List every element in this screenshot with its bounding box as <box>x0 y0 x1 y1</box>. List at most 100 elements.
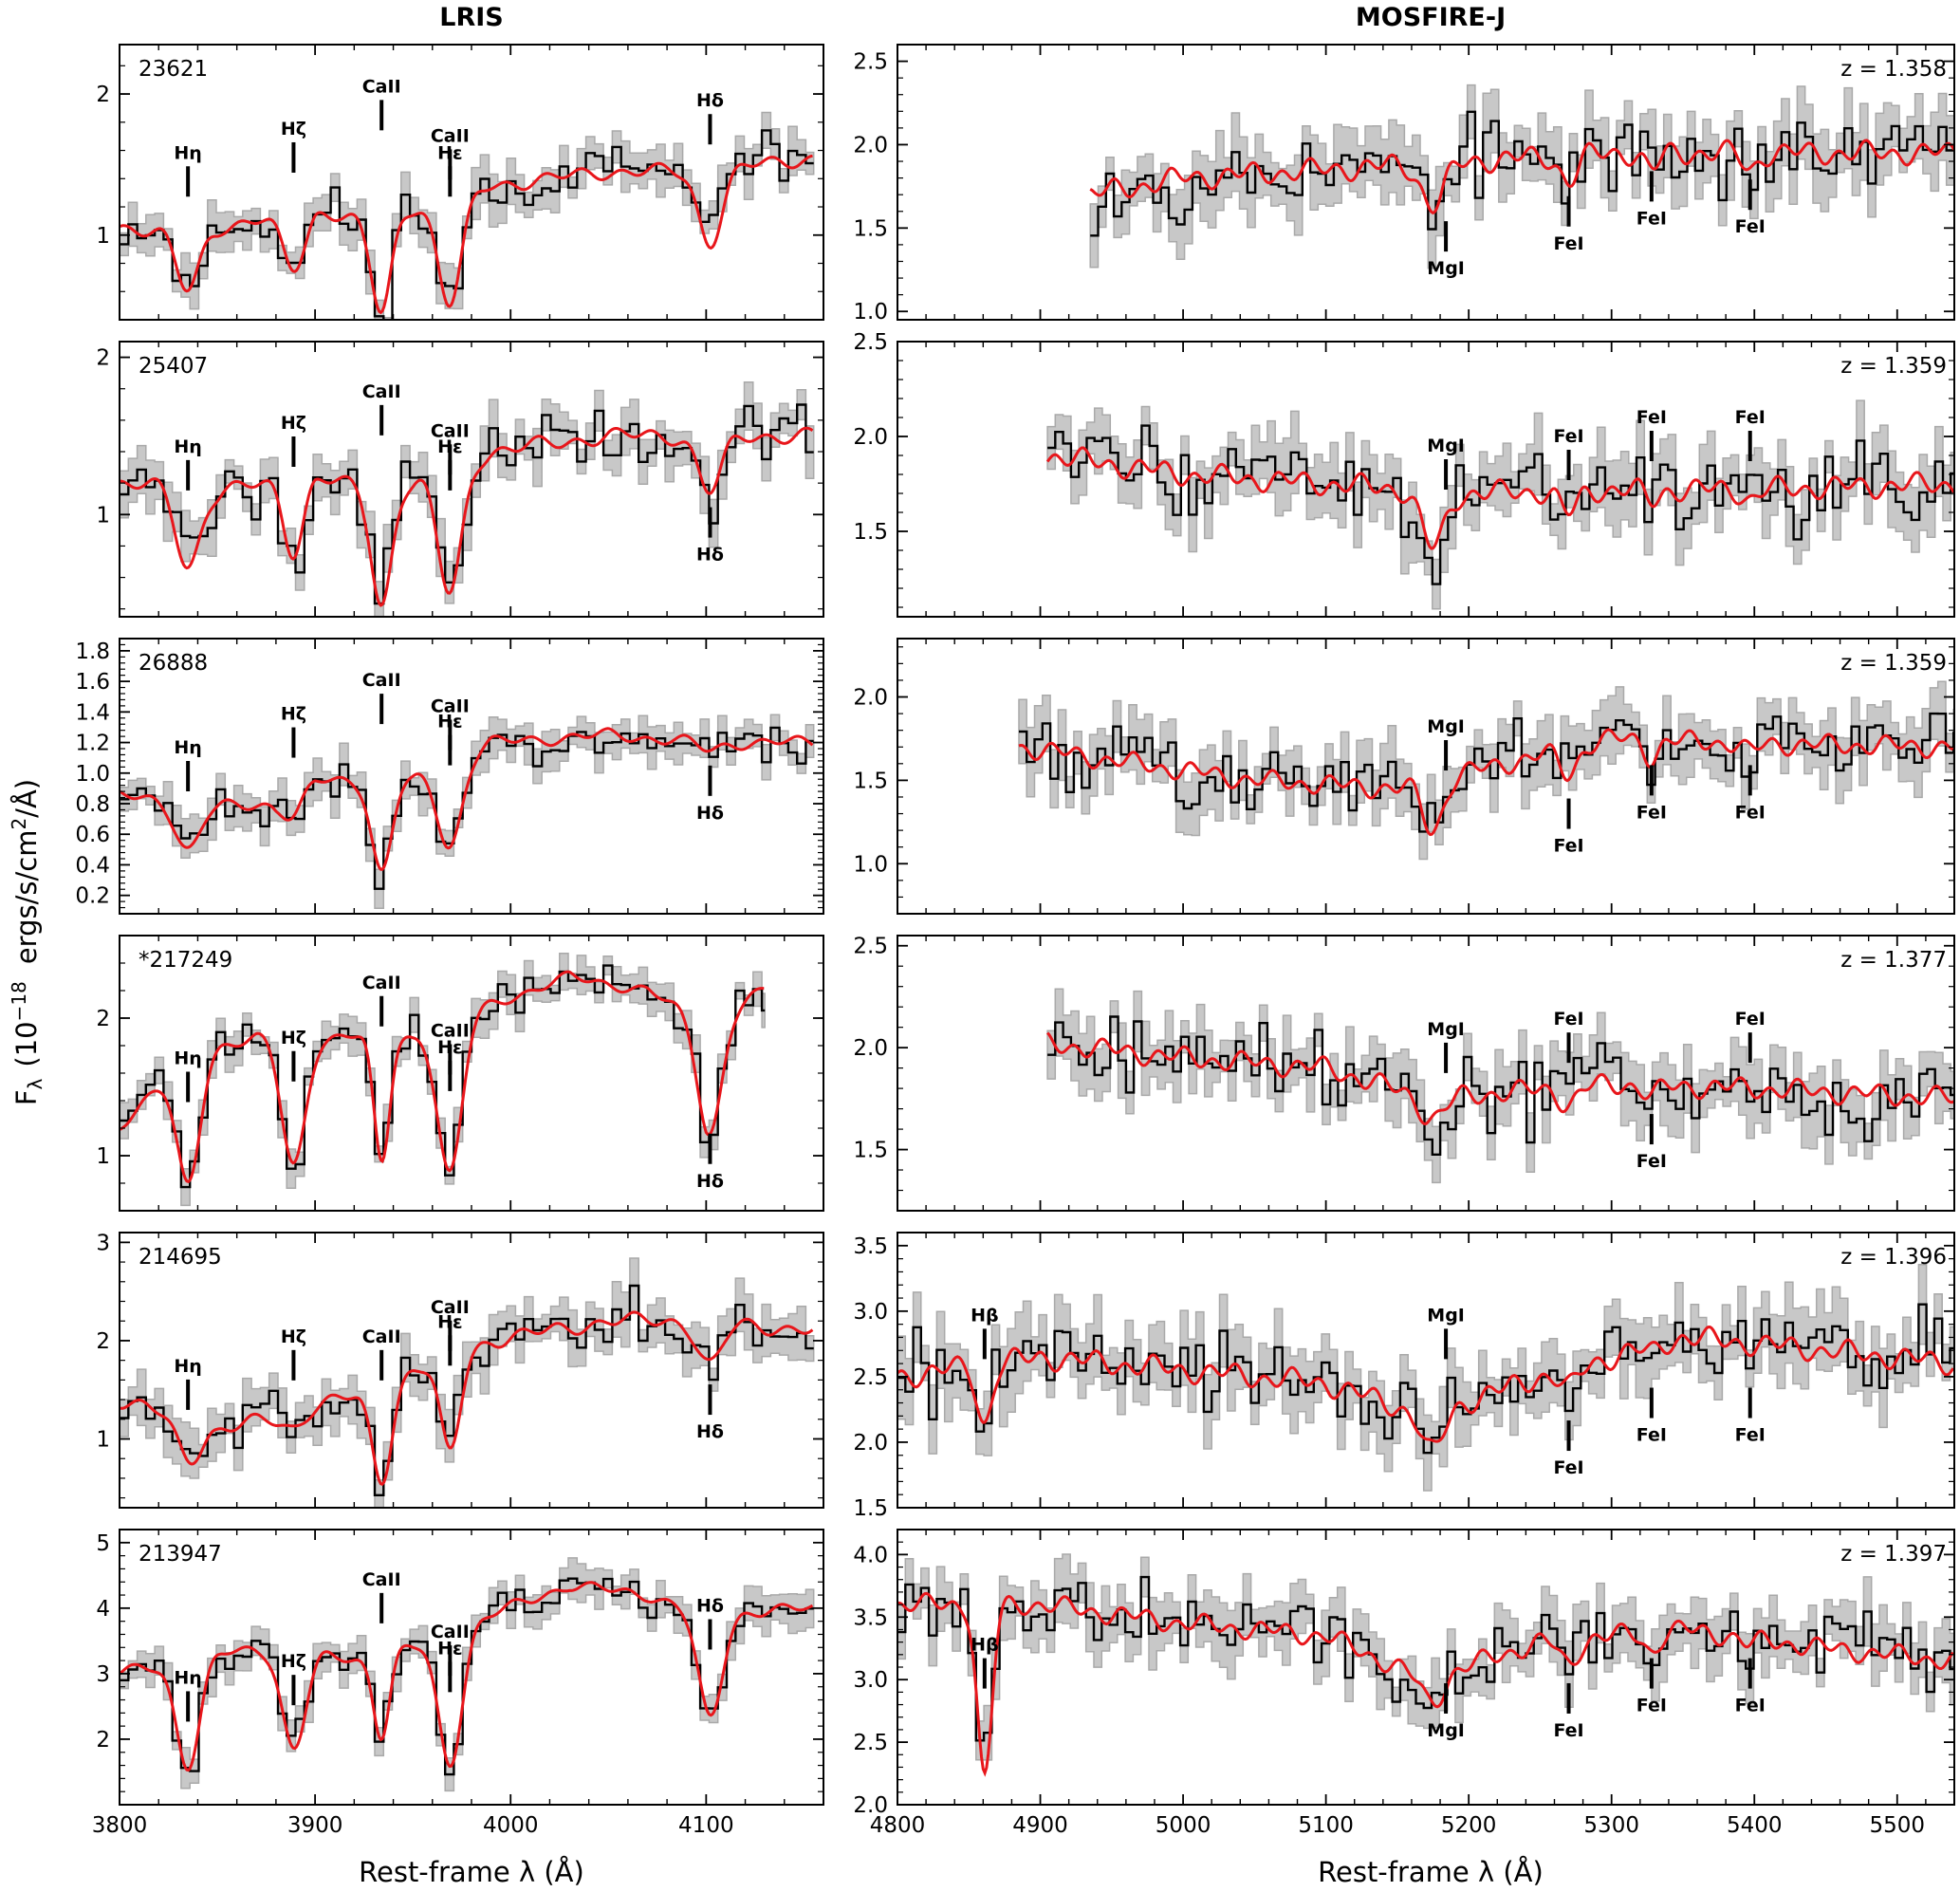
line-label: MgI <box>1427 1720 1465 1741</box>
plot-area <box>120 1257 815 1508</box>
y-tick-label: 3 <box>96 1231 110 1255</box>
plot-area <box>120 111 815 320</box>
line-label: FeI <box>1553 233 1583 254</box>
y-label-units-open: (10 <box>10 1021 43 1067</box>
line-label: FeI <box>1636 407 1667 428</box>
model-spectrum <box>1018 728 1954 837</box>
model-spectrum <box>120 154 813 315</box>
observed-spectrum <box>897 1575 1954 1742</box>
y-label-squared: 2 <box>8 818 30 830</box>
line-label: CaII <box>431 1021 470 1042</box>
line-label: CaII <box>362 973 401 993</box>
x-tick-label: 5400 <box>1727 1813 1783 1838</box>
line-label: Hζ <box>281 704 306 725</box>
redshift-label: z = 1.397 <box>1840 1542 1947 1567</box>
line-label: MgI <box>1427 1305 1465 1326</box>
y-tick-label: 2.0 <box>853 1431 888 1456</box>
plot-area <box>120 1557 815 1792</box>
model-spectrum <box>120 727 814 871</box>
line-label: Hη <box>174 1048 201 1069</box>
mosfire-column-title: MOSFIRE-J <box>1356 3 1506 32</box>
y-label-units-close: /Å) <box>10 779 43 818</box>
line-label: Hζ <box>281 1326 306 1347</box>
y-tick-label: 3.5 <box>853 1605 888 1630</box>
column-titles: LRIS MOSFIRE-J <box>439 3 1506 32</box>
y-tick-label: 1 <box>96 503 110 528</box>
y-tick-label: 3.5 <box>853 1234 888 1259</box>
error-band <box>120 111 815 320</box>
redshift-label: z = 1.359 <box>1840 651 1947 676</box>
line-label: MgI <box>1427 258 1465 279</box>
line-label: Hε <box>437 436 462 457</box>
plot-area <box>120 714 815 910</box>
y-tick-label: 0.6 <box>75 823 110 847</box>
y-label-exponent: −18 <box>8 981 30 1021</box>
line-label: Hε <box>437 142 462 163</box>
galaxy-id-label: 213947 <box>139 1542 222 1567</box>
error-band <box>1089 83 1954 269</box>
y-tick-label: 4 <box>96 1597 110 1622</box>
y-tick-label: 3.0 <box>853 1668 888 1693</box>
y-tick-label: 2.5 <box>853 50 888 75</box>
observed-spectrum <box>1047 1015 1954 1156</box>
panel-6-right: 4800 4900 5000 5100 5200 5300 5400 5500 2.0 2.5 3.… <box>853 1529 1955 1838</box>
axes-frame <box>897 44 1955 321</box>
panel-6-left: 3800 3900 4000 41002345HηHζCaIICaIIHεHδ2139… <box>92 1529 824 1838</box>
plot-area <box>1018 680 1954 861</box>
line-label: Hβ <box>971 1305 999 1326</box>
model-spectrum <box>120 1310 814 1487</box>
x-tick-label: 4800 <box>870 1813 926 1838</box>
y-tick-label: 2 <box>96 346 110 371</box>
plot-area <box>1089 83 1954 269</box>
line-label: Hδ <box>696 90 724 111</box>
x-tick-label: 3900 <box>287 1813 343 1838</box>
y-tick-label: 1.5 <box>853 216 888 241</box>
y-tick-label: 2.0 <box>853 425 888 450</box>
observed-spectrum <box>1019 712 1954 833</box>
line-label: Hη <box>174 1667 201 1688</box>
line-label: MgI <box>1427 716 1465 737</box>
error-band <box>1018 680 1954 861</box>
y-tick-label: 1.0 <box>853 300 888 325</box>
axes-frame <box>897 341 1955 618</box>
y-tick-label: 1 <box>96 1428 110 1453</box>
y-tick-label: 1.5 <box>853 1139 888 1163</box>
y-tick-label: 1.4 <box>75 700 110 725</box>
line-label: CaII <box>431 420 470 441</box>
y-tick-label: 2 <box>96 83 110 107</box>
error-band <box>897 1263 1954 1492</box>
line-label: CaII <box>431 125 470 146</box>
line-label: CaII <box>431 1297 470 1318</box>
x-tick-label: 4000 <box>483 1813 539 1838</box>
line-label: Hζ <box>281 1028 306 1048</box>
y-label-units: ergs/s/cm <box>10 830 43 965</box>
plot-area <box>1045 399 1954 610</box>
y-tick-label: 1.0 <box>853 852 888 877</box>
observed-spectrum <box>897 1303 1954 1455</box>
plot-area <box>120 380 815 617</box>
line-label: FeI <box>1553 836 1583 857</box>
galaxy-id-label: 25407 <box>139 354 208 379</box>
model-spectrum <box>120 1581 814 1772</box>
model-spectrum <box>897 1591 1954 1777</box>
panel-2-right: 1.5 2.0 2.5 MgI FeI FeI FeI z = 1.359 <box>853 330 1955 618</box>
axes-frame <box>897 1232 1955 1509</box>
line-label: Hδ <box>696 1421 724 1442</box>
y-tick-label: 3 <box>96 1662 110 1687</box>
line-label: FeI <box>1735 1009 1766 1029</box>
line-label: MgI <box>1427 436 1465 456</box>
y-tick-label: 1.6 <box>75 670 110 695</box>
line-label: Hζ <box>281 1651 306 1672</box>
y-tick-label: 1 <box>96 1144 110 1169</box>
galaxy-id-label: 23621 <box>139 57 208 82</box>
y-axis-label: Fλ (10−18 ergs/s/cm2/Å) <box>8 779 46 1105</box>
line-label: Hη <box>174 142 201 163</box>
line-label: CaII <box>362 381 401 402</box>
line-label: Hη <box>174 436 201 457</box>
y-tick-label: 1.5 <box>853 520 888 545</box>
plot-area <box>897 1263 1954 1492</box>
x-axis-label-right: Rest-frame λ (Å) <box>1318 1856 1544 1888</box>
line-label: Hβ <box>971 1635 999 1656</box>
line-label: FeI <box>1553 1457 1583 1478</box>
